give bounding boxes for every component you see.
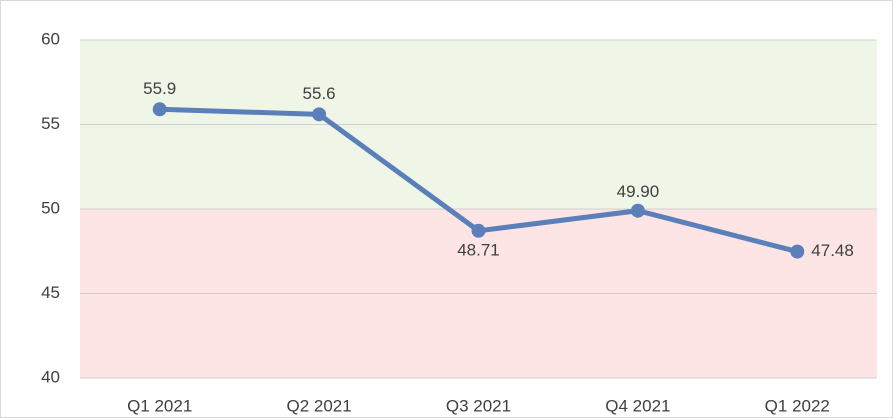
y-tick-label: 55 — [41, 114, 60, 133]
point — [152, 102, 167, 117]
data-label: 49.90 — [617, 182, 660, 201]
data-label: 47.48 — [811, 241, 854, 260]
y-tick-label: 40 — [41, 367, 60, 386]
point — [630, 203, 645, 218]
point — [312, 107, 327, 122]
x-tick-label: Q4 2021 — [605, 396, 670, 415]
x-tick-label: Q1 2022 — [765, 396, 830, 415]
x-tick-label: Q3 2021 — [446, 396, 511, 415]
data-label: 48.71 — [457, 240, 500, 259]
y-tick-label: 45 — [41, 283, 60, 302]
y-tick-label: 60 — [41, 29, 60, 48]
data-label: 55.9 — [143, 79, 176, 98]
point — [790, 244, 805, 259]
x-tick-label: Q2 2021 — [286, 396, 351, 415]
y-tick-label: 50 — [41, 198, 60, 217]
point — [471, 223, 486, 238]
x-tick-label: Q1 2021 — [127, 396, 192, 415]
data-label: 55.6 — [303, 84, 336, 103]
